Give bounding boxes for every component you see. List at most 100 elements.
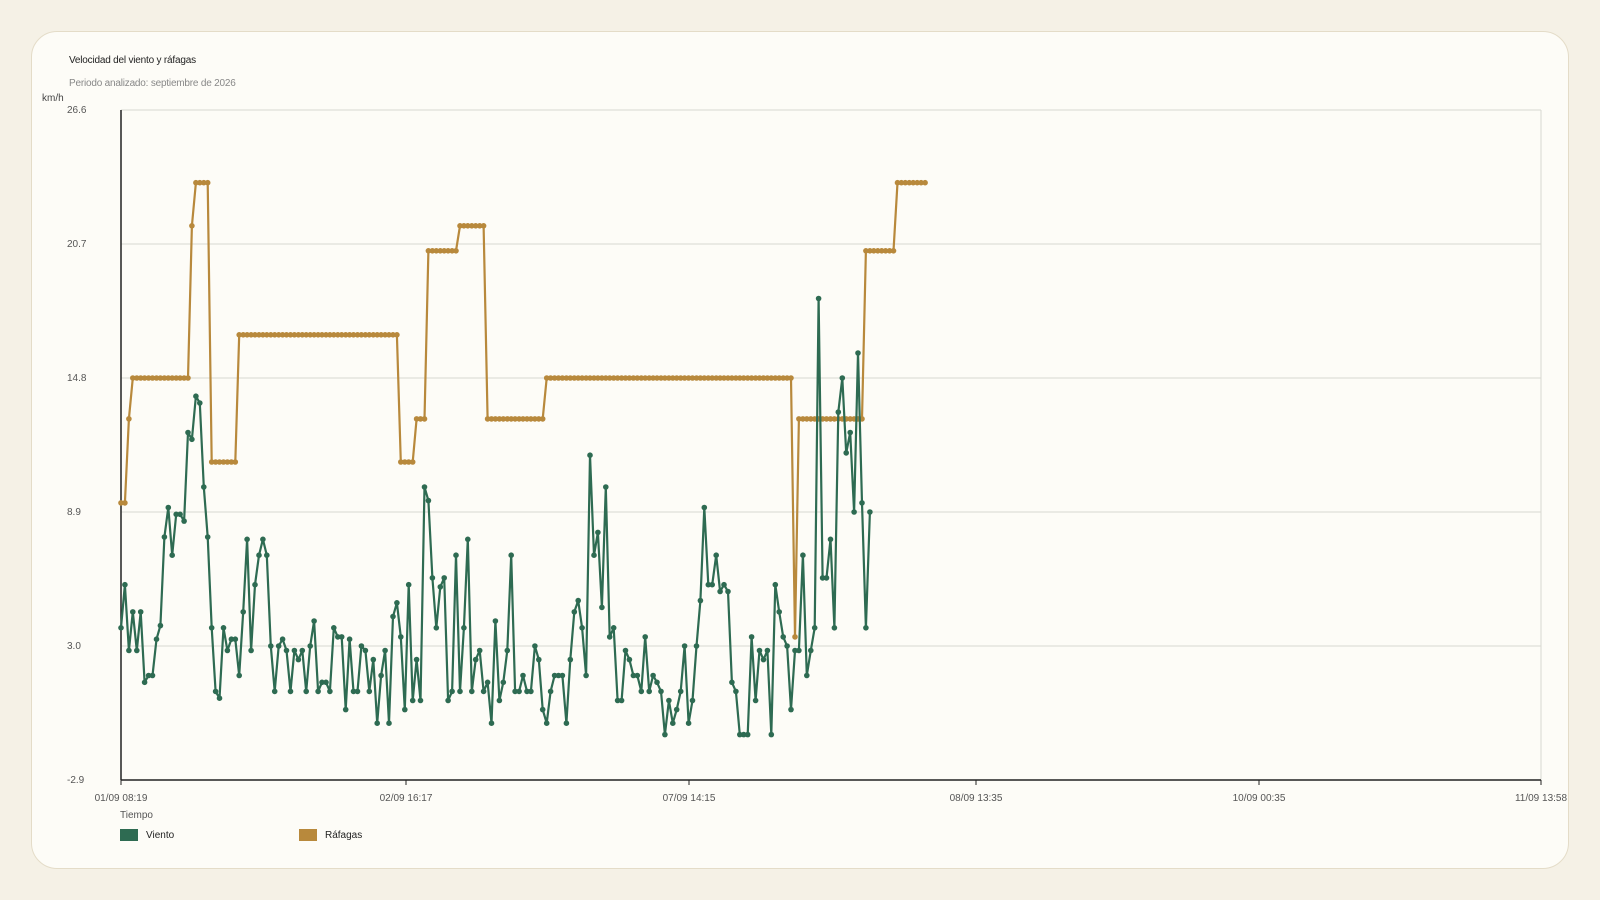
data-point-viento <box>614 697 621 704</box>
data-point-viento <box>496 697 503 704</box>
data-point-rafagas <box>472 223 479 229</box>
data-point-rafagas <box>729 375 735 381</box>
data-point-viento <box>216 695 223 701</box>
data-point-viento <box>260 536 266 543</box>
data-point-viento <box>740 731 747 738</box>
data-point-viento <box>784 643 790 649</box>
data-point-viento <box>421 484 428 490</box>
data-point-viento <box>161 534 168 540</box>
data-point-viento <box>567 656 574 663</box>
data-point-rafagas <box>701 375 708 381</box>
data-point-rafagas <box>457 223 463 229</box>
data-point-viento <box>472 656 479 663</box>
data-point-viento <box>441 575 448 581</box>
data-point-rafagas <box>402 459 408 465</box>
data-point-rafagas <box>268 332 274 338</box>
x-axis-label: Tiempo <box>120 810 153 821</box>
data-point-viento <box>634 672 641 679</box>
data-point-viento <box>638 688 645 695</box>
data-point-rafagas <box>453 248 459 254</box>
data-point-viento <box>291 647 298 654</box>
data-point-viento <box>681 643 688 649</box>
data-point-viento <box>819 575 826 581</box>
data-point-rafagas <box>244 332 250 338</box>
data-point-viento <box>197 400 203 406</box>
data-point-rafagas <box>867 248 873 254</box>
data-point-rafagas <box>626 375 633 381</box>
data-point-rafagas <box>224 459 231 465</box>
data-point-viento <box>697 597 704 604</box>
data-point-rafagas <box>153 375 160 381</box>
data-point-rafagas <box>279 332 286 338</box>
data-point-rafagas <box>618 375 625 381</box>
data-point-rafagas <box>543 375 550 381</box>
data-point-rafagas <box>914 179 920 186</box>
y-tick-label: 14.8 <box>67 373 87 384</box>
data-point-viento <box>563 720 570 726</box>
data-point-rafagas <box>409 459 416 465</box>
legend-label-rafagas: Ráfagas <box>325 829 363 841</box>
data-point-viento <box>232 636 239 642</box>
data-point-rafagas <box>681 375 688 381</box>
data-point-viento <box>532 643 538 649</box>
data-point-rafagas <box>358 332 365 338</box>
data-point-viento <box>764 647 771 654</box>
data-point-rafagas <box>173 375 179 381</box>
data-point-viento <box>169 552 175 558</box>
data-point-rafagas <box>863 248 869 254</box>
data-point-rafagas <box>248 332 254 338</box>
data-point-rafagas <box>216 459 223 465</box>
data-point-viento <box>417 697 424 704</box>
data-point-viento <box>587 452 593 459</box>
data-point-rafagas <box>323 332 329 338</box>
data-point-rafagas <box>902 179 909 186</box>
data-point-rafagas <box>752 375 759 381</box>
data-point-viento <box>835 409 842 415</box>
data-point-rafagas <box>910 179 916 186</box>
data-point-viento <box>551 672 558 679</box>
data-point-viento <box>126 647 132 654</box>
data-point-viento <box>559 672 566 679</box>
data-point-viento <box>658 688 664 695</box>
data-point-viento <box>394 600 400 606</box>
data-point-rafagas <box>800 416 806 422</box>
data-point-viento <box>599 604 605 611</box>
data-point-rafagas <box>228 459 235 465</box>
data-point-rafagas <box>709 375 715 381</box>
data-point-rafagas <box>563 375 570 381</box>
data-point-viento <box>776 609 782 615</box>
data-point-rafagas <box>827 416 834 422</box>
data-point-rafagas <box>232 459 239 465</box>
data-point-viento <box>122 581 128 588</box>
data-point-rafagas <box>275 332 282 338</box>
data-point-rafagas <box>287 332 294 338</box>
data-point-rafagas <box>398 459 404 465</box>
data-point-viento <box>579 625 585 631</box>
data-point-rafagas <box>315 332 321 338</box>
data-point-rafagas <box>394 332 400 338</box>
data-point-rafagas <box>528 416 534 422</box>
data-point-viento <box>382 647 388 654</box>
data-point-viento <box>445 697 451 704</box>
data-point-rafagas <box>484 416 491 422</box>
data-point-rafagas <box>760 375 767 381</box>
legend-item-rafagas[interactable]: Ráfagas <box>299 829 362 841</box>
data-point-rafagas <box>823 416 830 422</box>
data-point-rafagas <box>591 375 597 381</box>
data-point-viento <box>319 679 325 686</box>
data-point-rafagas <box>319 332 325 338</box>
data-point-viento <box>453 552 459 558</box>
data-point-rafagas <box>390 332 396 338</box>
legend-item-viento[interactable]: Viento <box>120 829 174 841</box>
data-point-rafagas <box>260 332 266 338</box>
data-point-rafagas <box>437 248 444 254</box>
data-point-rafagas <box>610 375 617 381</box>
data-point-rafagas <box>587 375 593 381</box>
data-point-rafagas <box>670 375 676 381</box>
data-point-viento <box>492 618 499 624</box>
data-point-rafagas <box>441 248 448 254</box>
data-point-rafagas <box>559 375 566 381</box>
data-point-viento <box>859 500 865 506</box>
data-point-rafagas <box>579 375 585 381</box>
data-point-viento <box>606 634 613 640</box>
